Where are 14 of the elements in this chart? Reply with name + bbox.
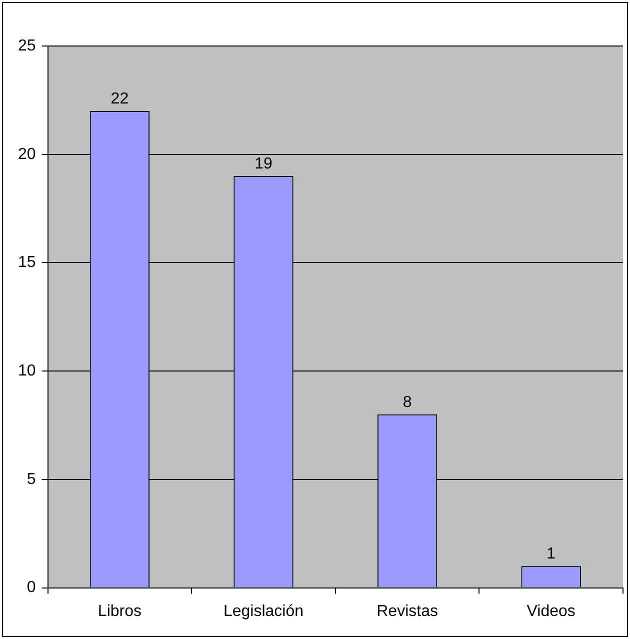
x-tick-label: Legislación	[223, 602, 304, 620]
data-label: 1	[546, 546, 556, 563]
x-tick-label: Videos	[526, 602, 576, 620]
x-tick-label: Revistas	[376, 602, 438, 620]
y-tick-label: 10	[18, 362, 36, 380]
y-tick-label: 5	[26, 470, 36, 488]
y-tick-label: 15	[18, 254, 36, 272]
data-label: 22	[110, 90, 129, 108]
y-tick-label: 20	[18, 146, 36, 163]
y-tick-label: 25	[18, 37, 36, 54]
data-label: 19	[254, 155, 272, 172]
data-label: 8	[402, 394, 412, 411]
x-tick-label: Libros	[98, 602, 142, 620]
y-tick-label: 0	[26, 579, 36, 596]
